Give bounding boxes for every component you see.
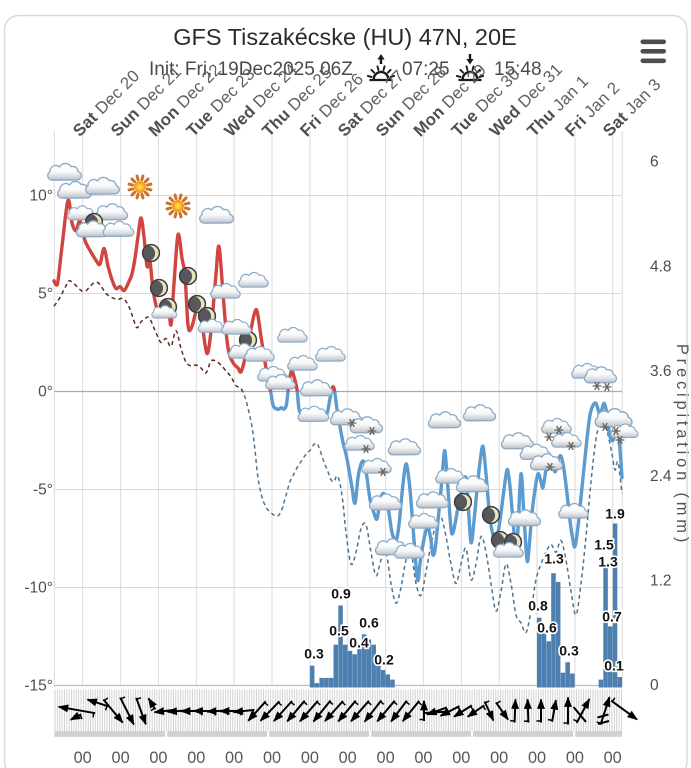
svg-text:0.2: 0.2 (374, 652, 394, 668)
svg-text:00: 00 (528, 749, 546, 767)
svg-text:0.5: 0.5 (329, 623, 349, 639)
svg-text:1.3: 1.3 (544, 551, 564, 567)
svg-text:1.9: 1.9 (605, 506, 625, 522)
svg-text:00: 00 (301, 749, 319, 767)
svg-text:0°: 0° (38, 384, 53, 401)
svg-text:0.7: 0.7 (602, 609, 622, 625)
svg-text:00: 00 (74, 749, 92, 767)
svg-text:0.1: 0.1 (604, 658, 624, 674)
svg-text:-10°: -10° (24, 580, 53, 597)
svg-text:0.9: 0.9 (331, 586, 351, 602)
svg-text:0.4: 0.4 (349, 635, 369, 651)
svg-text:00: 00 (112, 749, 130, 767)
svg-text:0.6: 0.6 (359, 615, 379, 631)
svg-text:0.6: 0.6 (537, 620, 557, 636)
svg-text:1.5: 1.5 (594, 537, 614, 553)
svg-text:00: 00 (149, 749, 167, 767)
svg-text:1.3: 1.3 (544, 551, 564, 567)
svg-text:1.3: 1.3 (598, 554, 618, 570)
svg-text:1.9: 1.9 (605, 506, 625, 522)
svg-text:1.5: 1.5 (594, 537, 614, 553)
svg-text:00: 00 (377, 749, 395, 767)
svg-text:0.5: 0.5 (329, 623, 349, 639)
svg-text:10°: 10° (30, 188, 53, 205)
svg-text:00: 00 (566, 749, 584, 767)
svg-text:0.4: 0.4 (349, 635, 369, 651)
svg-text:-15°: -15° (24, 678, 53, 695)
svg-text:-5°: -5° (33, 482, 53, 499)
svg-text:07:25: 07:25 (402, 59, 450, 80)
svg-text:Precipitation (mm): Precipitation (mm) (673, 344, 691, 546)
svg-text:1.3: 1.3 (598, 554, 618, 570)
svg-text:Init: Fri, 19Dec2025 06Z: Init: Fri, 19Dec2025 06Z (149, 59, 353, 80)
svg-text:GFS Tiszakécske (HU) 47N, 20E: GFS Tiszakécske (HU) 47N, 20E (173, 24, 516, 50)
svg-text:00: 00 (604, 749, 622, 767)
svg-text:0.6: 0.6 (537, 620, 557, 636)
svg-text:0.3: 0.3 (559, 643, 579, 659)
svg-text:0.3: 0.3 (559, 643, 579, 659)
svg-text:2.4: 2.4 (650, 468, 672, 485)
svg-text:00: 00 (187, 749, 205, 767)
svg-text:6: 6 (650, 154, 659, 171)
svg-text:15:48: 15:48 (494, 59, 542, 80)
svg-text:0.3: 0.3 (304, 646, 324, 662)
svg-text:0.9: 0.9 (331, 586, 351, 602)
svg-text:0.7: 0.7 (602, 609, 622, 625)
svg-text:1.2: 1.2 (650, 573, 672, 590)
svg-text:00: 00 (452, 749, 470, 767)
svg-text:0.8: 0.8 (528, 598, 548, 614)
svg-text:00: 00 (414, 749, 432, 767)
svg-text:0.3: 0.3 (304, 646, 324, 662)
svg-text:00: 00 (263, 749, 281, 767)
svg-text:0: 0 (650, 677, 659, 694)
svg-text:0.2: 0.2 (374, 652, 394, 668)
svg-text:3.6: 3.6 (650, 363, 672, 380)
svg-text:00: 00 (225, 749, 243, 767)
svg-text:00: 00 (339, 749, 357, 767)
svg-text:0.8: 0.8 (528, 598, 548, 614)
svg-text:0.6: 0.6 (359, 615, 379, 631)
svg-text:4.8: 4.8 (650, 258, 672, 275)
svg-text:0.1: 0.1 (604, 658, 624, 674)
svg-text:00: 00 (490, 749, 508, 767)
svg-text:5°: 5° (38, 286, 53, 303)
